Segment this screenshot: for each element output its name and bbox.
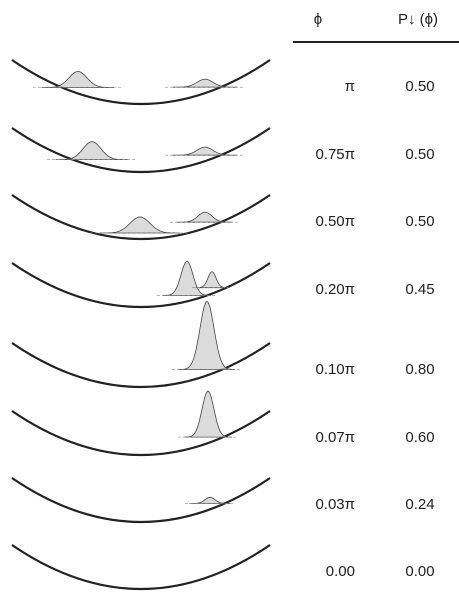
- wave-packet: [189, 497, 231, 504]
- potential-well: [11, 342, 271, 389]
- phi-value: 0.03π: [315, 496, 355, 513]
- phi-value: 0.07π: [315, 429, 355, 446]
- potential-well: [11, 410, 271, 457]
- wave-packet: [162, 260, 212, 296]
- wave-packet: [41, 71, 115, 88]
- column-header: ϕ: [314, 11, 322, 28]
- wave-packet: [183, 390, 233, 438]
- phi-value: π: [345, 78, 355, 95]
- probability-value: 0.50: [405, 78, 434, 95]
- phi-value: 0.20π: [315, 281, 355, 298]
- wave-packet: [195, 271, 229, 289]
- probability-value: 0.50: [405, 213, 434, 230]
- phi-value: 0.00: [326, 563, 355, 580]
- potential-well: [11, 477, 271, 524]
- potential-well: [11, 544, 271, 591]
- probability-value: 0.50: [405, 146, 434, 163]
- potential-well: [11, 59, 271, 106]
- potential-well: [11, 262, 271, 309]
- probability-value: 0.00: [405, 563, 434, 580]
- phi-value: 0.50π: [315, 213, 355, 230]
- column-header: P↓ (ϕ): [398, 11, 438, 28]
- potential-well: [11, 194, 271, 241]
- probability-value: 0.45: [405, 281, 434, 298]
- wave-packet: [55, 141, 129, 161]
- potential-well: [11, 127, 271, 174]
- probability-value: 0.80: [405, 361, 434, 378]
- phi-value: 0.75π: [315, 146, 355, 163]
- wave-packet: [178, 300, 236, 370]
- wave-packet: [99, 216, 181, 234]
- probability-value: 0.60: [405, 429, 434, 446]
- phi-value: 0.10π: [315, 361, 355, 378]
- probability-value: 0.24: [405, 496, 434, 513]
